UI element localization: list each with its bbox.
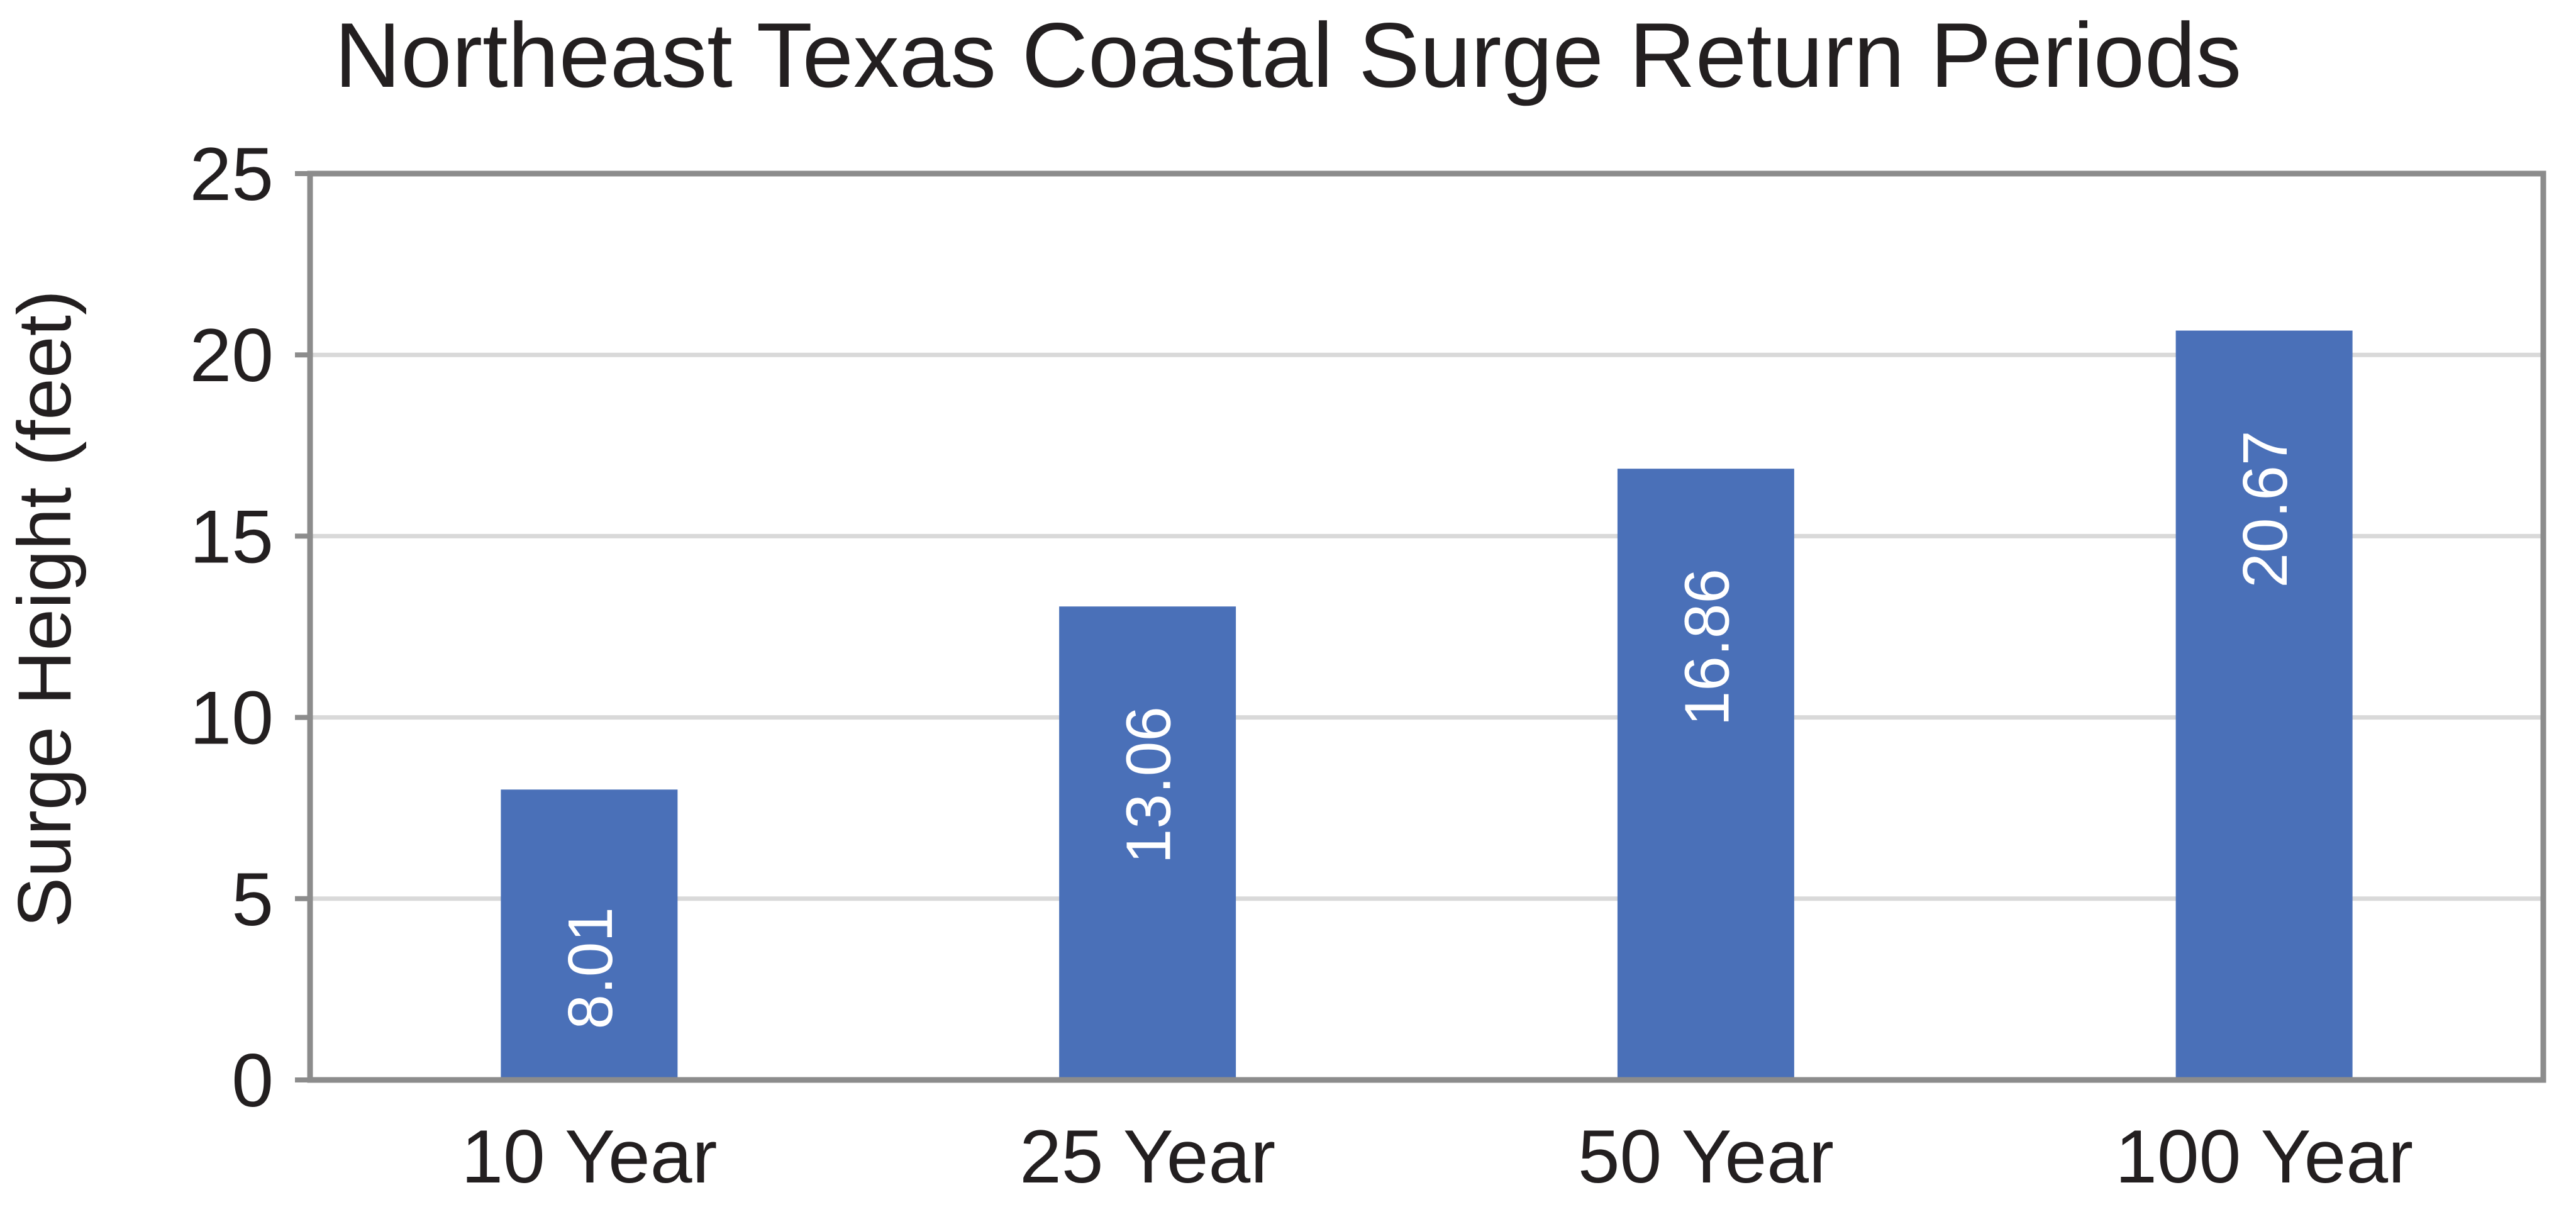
- y-tick-label: 0: [231, 1038, 274, 1123]
- y-tick-label: 15: [190, 494, 274, 579]
- y-tick-label: 5: [231, 857, 274, 942]
- bar-value-labels: 8.01 13.06 16.86 20.67: [555, 430, 2301, 1029]
- y-tick-label: 10: [190, 676, 274, 760]
- bars: [501, 330, 2353, 1080]
- bar: [1617, 469, 1794, 1080]
- gridlines: [310, 352, 2543, 901]
- chart-title: Northeast Texas Coastal Surge Return Per…: [335, 4, 2241, 106]
- plot-border: [307, 170, 2546, 1083]
- bar: [501, 789, 678, 1080]
- x-tick-label: 10 Year: [461, 1115, 717, 1199]
- plot-area: 0 5 10 15 20 25 10 Year 25 Year 50 Year 100 Year…: [190, 132, 2546, 1199]
- bar: [1059, 606, 1236, 1080]
- y-tick-label: 20: [190, 313, 274, 398]
- x-tick-label: 50 Year: [1578, 1115, 1834, 1199]
- bar-value-label: 16.86: [1672, 569, 1742, 726]
- plot-frame: [307, 170, 2546, 1083]
- y-axis-ticks: 0 5 10 15 20 25: [190, 132, 310, 1123]
- bar-value-label: 8.01: [555, 907, 626, 1030]
- bar: [2175, 330, 2353, 1080]
- x-tick-label: 25 Year: [1019, 1115, 1275, 1199]
- x-axis-ticks: 10 Year 25 Year 50 Year 100 Year: [461, 1115, 2413, 1199]
- bar-value-label: 20.67: [2230, 430, 2301, 587]
- y-axis-label: Surge Height (feet): [3, 290, 87, 928]
- y-tick-label: 25: [190, 132, 274, 216]
- bar-value-label: 13.06: [1114, 706, 1184, 864]
- x-tick-label: 100 Year: [2115, 1115, 2413, 1199]
